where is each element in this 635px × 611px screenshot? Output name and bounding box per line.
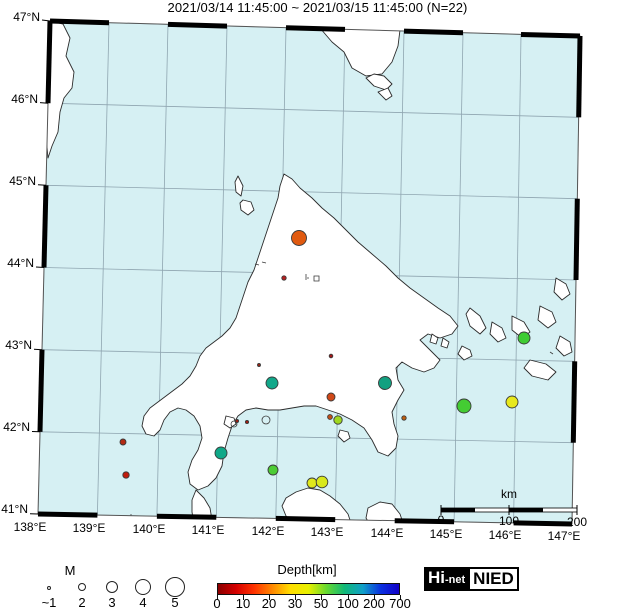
epicenter-marker[interactable] (506, 396, 518, 408)
logo-net-text: -net (445, 571, 465, 590)
lon-label: 147°E (537, 529, 591, 543)
epicenter-marker[interactable] (327, 393, 335, 401)
magnitude-label: 5 (164, 595, 186, 610)
epicenter-marker[interactable] (518, 332, 530, 344)
lon-label: 145°E (419, 527, 473, 541)
epicenter-marker[interactable] (215, 447, 227, 459)
epicenter-marker[interactable] (402, 416, 406, 420)
lon-label: 140°E (122, 522, 176, 536)
lat-label: 41°N (0, 502, 28, 516)
epicenter-marker[interactable] (120, 439, 126, 445)
page-title: 2021/03/14 11:45:00 ~ 2021/03/15 11:45:0… (0, 0, 635, 16)
scalebar-tick-label: 100 (489, 514, 529, 528)
epicenter-marker[interactable] (268, 465, 278, 475)
islet-small-c (592, 284, 604, 300)
epicenter-marker[interactable] (258, 364, 261, 367)
scalebar-tick-label: 0 (421, 513, 461, 527)
epicenter-marker[interactable] (379, 377, 392, 390)
magnitude-symbol-4 (135, 579, 151, 595)
logo-hi-text: Hi (428, 568, 445, 587)
epicenter-marker[interactable] (334, 416, 342, 424)
epicenter-marker[interactable] (282, 276, 286, 280)
magnitude-symbol-2 (78, 583, 86, 591)
magnitude-symbol-3 (106, 581, 118, 593)
magnitude-legend-title: M (50, 563, 90, 578)
scalebar-unit-label: km (479, 487, 539, 501)
epicenter-marker[interactable] (457, 399, 471, 413)
magnitude-symbol-1 (47, 586, 51, 590)
epicenter-marker[interactable] (329, 354, 333, 358)
epicenter-marker[interactable] (328, 415, 333, 420)
epicenter-marker[interactable] (266, 377, 278, 389)
lon-label: 144°E (360, 526, 414, 540)
lon-label: 142°E (241, 524, 295, 538)
scalebar-tick-label: 200 (557, 515, 597, 529)
depth-colorbar (217, 583, 400, 595)
lon-label: 141°E (181, 523, 235, 537)
epicenter-marker[interactable] (307, 478, 317, 488)
hinet-logo-block: Hi-net (424, 567, 468, 591)
depth-legend-title: Depth[km] (232, 562, 382, 577)
lat-label: 47°N (0, 10, 40, 24)
logo-nied-text: NIED (468, 567, 519, 591)
lat-label: 45°N (0, 174, 36, 188)
magnitude-label: 3 (101, 595, 123, 610)
map-canvas[interactable] (0, 16, 635, 536)
lat-label: 46°N (0, 92, 38, 106)
lon-label: 146°E (478, 528, 532, 542)
lon-label: 138°E (3, 520, 57, 534)
magnitude-label: 4 (132, 595, 154, 610)
hinet-nied-logo: Hi-net NIED (424, 567, 519, 591)
map-panel[interactable]: 47°N 46°N 45°N 44°N 43°N 42°N 41°N 138°E… (0, 16, 635, 536)
epicenter-marker[interactable] (316, 476, 328, 488)
depth-label: 700 (383, 596, 417, 611)
epicenter-marker[interactable] (235, 419, 238, 422)
lon-label: 139°E (62, 521, 116, 535)
epicenter-marker[interactable] (123, 472, 129, 478)
lat-label: 43°N (0, 338, 32, 352)
epicenter-marker[interactable] (292, 231, 307, 246)
magnitude-symbol-5 (165, 577, 185, 597)
lon-label: 143°E (300, 525, 354, 539)
magnitude-label: ~1 (38, 595, 60, 610)
epicenter-marker[interactable] (245, 420, 248, 423)
magnitude-label: 2 (71, 595, 93, 610)
lat-label: 44°N (0, 256, 34, 270)
lat-label: 42°N (0, 420, 30, 434)
